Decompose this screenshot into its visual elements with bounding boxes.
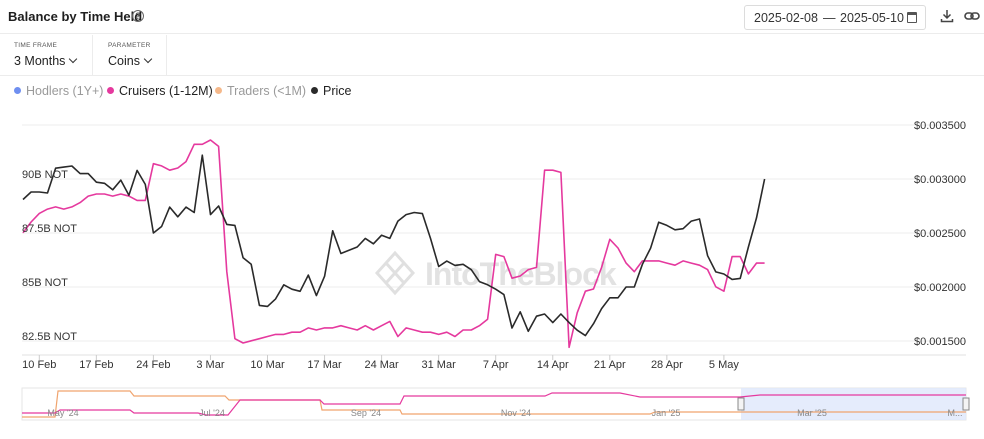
time-frame-label: TIME FRAME bbox=[14, 42, 58, 49]
navigator-tick-label: May '24 bbox=[47, 408, 78, 418]
parameter-selector[interactable]: PARAMETER Coins bbox=[108, 35, 164, 75]
main-chart[interactable]: IntoTheBlock 90B NOT 87.5B NOT 85B NOT 82.5… bbox=[0, 105, 984, 373]
y-left-tick-label: 82.5B NOT bbox=[22, 331, 77, 343]
y-left-tick-label: 85B NOT bbox=[22, 277, 68, 289]
watermark-text: IntoTheBlock bbox=[425, 256, 617, 292]
chart-header: Balance by Time Held ? 2025-02-08 — 2025… bbox=[0, 0, 984, 34]
divider bbox=[166, 35, 167, 75]
x-tick-label: 24 Mar bbox=[364, 359, 399, 371]
chart-legend: Hodlers (1Y+) Cruisers (1-12M) Traders (… bbox=[0, 77, 984, 105]
navigator-handle-right[interactable] bbox=[962, 397, 970, 411]
range-navigator[interactable]: May '24 Jul '24 Sep '24 Nov '24 Jan '25 Mar '… bbox=[0, 386, 984, 426]
chevron-down-icon bbox=[69, 54, 78, 64]
time-frame-selector[interactable]: TIME FRAME 3 Months bbox=[14, 35, 86, 75]
legend-dot-icon bbox=[107, 87, 114, 94]
price-line[interactable] bbox=[22, 154, 766, 337]
y-axis-left: 90B NOT 87.5B NOT 85B NOT 82.5B NOT bbox=[22, 169, 77, 343]
y-right-tick-label: $0.002500 bbox=[914, 228, 966, 240]
y-right-tick-label: $0.001500 bbox=[914, 336, 966, 348]
divider bbox=[92, 35, 93, 75]
legend-item-cruisers[interactable]: Cruisers (1-12M) bbox=[107, 84, 213, 98]
grid-lines bbox=[22, 124, 966, 356]
navigator-tick-label: M... bbox=[948, 408, 963, 418]
download-icon[interactable] bbox=[940, 9, 954, 23]
legend-dot-icon bbox=[14, 87, 21, 94]
parameter-label: PARAMETER bbox=[108, 42, 151, 49]
legend-label: Hodlers (1Y+) bbox=[26, 84, 104, 98]
calendar-icon[interactable] bbox=[907, 12, 917, 23]
y-left-tick-label: 87.5B NOT bbox=[22, 223, 77, 235]
parameter-dropdown[interactable]: Coins bbox=[108, 54, 153, 68]
parameter-value: Coins bbox=[108, 54, 140, 68]
navigator-selection[interactable] bbox=[741, 388, 966, 420]
help-circle-icon[interactable]: ? bbox=[132, 10, 144, 22]
x-tick-label: 10 Feb bbox=[22, 359, 56, 371]
y-right-tick-label: $0.003000 bbox=[914, 174, 966, 186]
navigator-tick-label: Sep '24 bbox=[351, 408, 381, 418]
date-separator: — bbox=[823, 11, 836, 25]
date-end: 2025-05-10 bbox=[840, 11, 904, 25]
date-range-picker[interactable]: 2025-02-08 — 2025-05-10 bbox=[744, 5, 926, 30]
y-left-tick-label: 90B NOT bbox=[22, 169, 68, 181]
x-tick-label: 17 Mar bbox=[307, 359, 342, 371]
watermark: IntoTheBlock bbox=[374, 250, 618, 296]
x-tick-label: 10 Mar bbox=[250, 359, 285, 371]
chevron-down-icon bbox=[143, 54, 153, 64]
x-tick-label: 14 Apr bbox=[537, 359, 569, 371]
watermark-logo-icon bbox=[374, 250, 416, 296]
y-axis-right: $0.003500 $0.003000 $0.002500 $0.002000 $0.0… bbox=[914, 120, 966, 348]
navigator-handle-left[interactable] bbox=[737, 397, 745, 411]
x-tick-label: 21 Apr bbox=[594, 359, 626, 371]
chart-controls: TIME FRAME 3 Months PARAMETER Coins bbox=[0, 35, 984, 76]
x-axis: 10 Feb 17 Feb 24 Feb 3 Mar 10 Mar 17 Mar 24 Ma… bbox=[22, 355, 739, 371]
navigator-tick-label: Jul '24 bbox=[199, 408, 225, 418]
navigator-cruisers-line bbox=[22, 392, 966, 416]
time-frame-value: 3 Months bbox=[14, 54, 66, 68]
legend-item-hodlers[interactable]: Hodlers (1Y+) bbox=[14, 84, 103, 98]
navigator-tick-label: Mar '25 bbox=[797, 408, 827, 418]
x-tick-label: 7 Apr bbox=[483, 359, 509, 371]
x-tick-label: 24 Feb bbox=[136, 359, 170, 371]
y-right-tick-label: $0.002000 bbox=[914, 282, 966, 294]
legend-dot-icon bbox=[215, 87, 222, 94]
x-tick-label: 31 Mar bbox=[422, 359, 457, 371]
legend-item-traders[interactable]: Traders (<1M) bbox=[215, 84, 306, 98]
series-lines bbox=[22, 139, 766, 349]
navigator-x-axis: May '24 Jul '24 Sep '24 Nov '24 Jan '25 Mar '… bbox=[47, 408, 962, 418]
x-tick-label: 28 Apr bbox=[651, 359, 683, 371]
time-frame-dropdown[interactable]: 3 Months bbox=[14, 54, 78, 68]
x-tick-label: 5 May bbox=[709, 359, 739, 371]
link-icon[interactable] bbox=[964, 9, 980, 23]
legend-dot-icon bbox=[311, 87, 318, 94]
legend-label: Cruisers (1-12M) bbox=[119, 84, 213, 98]
legend-label: Traders (<1M) bbox=[227, 84, 307, 98]
x-tick-label: 17 Feb bbox=[79, 359, 113, 371]
legend-label: Price bbox=[323, 84, 352, 98]
y-right-tick-label: $0.003500 bbox=[914, 120, 966, 132]
navigator-tick-label: Jan '25 bbox=[652, 408, 681, 418]
chart-title: Balance by Time Held bbox=[8, 9, 143, 24]
x-tick-label: 3 Mar bbox=[196, 359, 224, 371]
legend-item-price[interactable]: Price bbox=[311, 84, 351, 98]
cruisers-line[interactable] bbox=[22, 139, 765, 349]
navigator-tick-label: Nov '24 bbox=[501, 408, 531, 418]
date-start: 2025-02-08 bbox=[754, 11, 818, 25]
